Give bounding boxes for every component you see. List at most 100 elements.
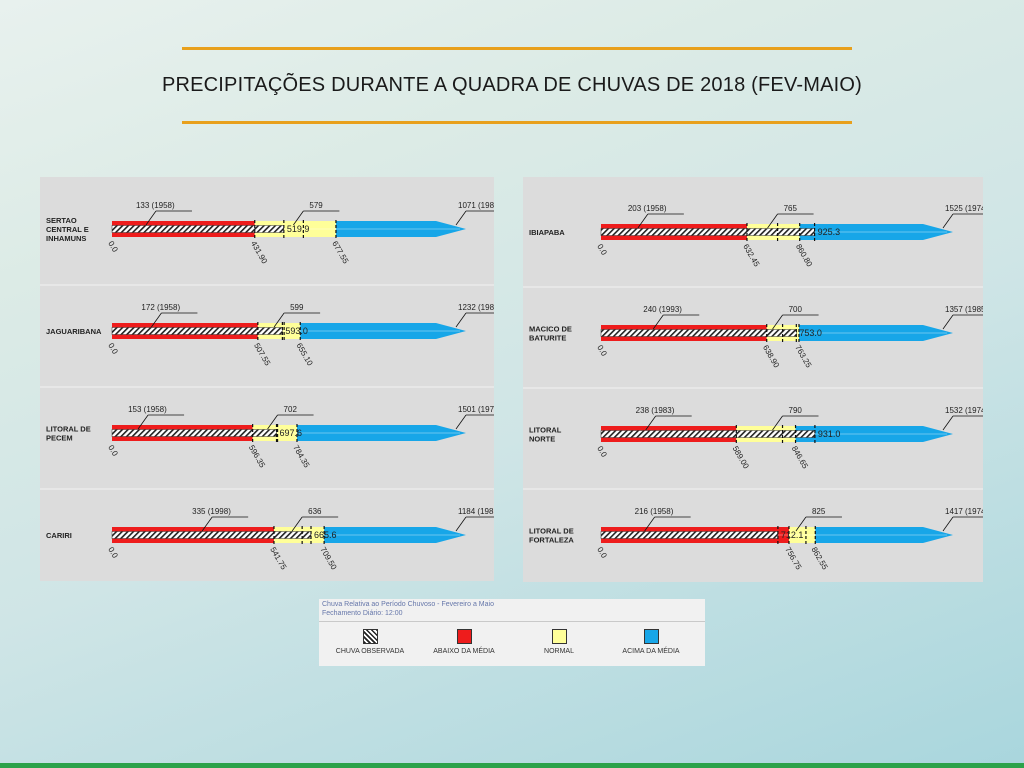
min-record-label: 216 (1958)	[635, 507, 674, 516]
leader-line	[455, 210, 467, 226]
min-record-label: 133 (1958)	[136, 201, 175, 210]
max-record-label: 1525 (1974)	[945, 204, 983, 213]
observed-value-label: 712.1	[781, 530, 804, 540]
legend-item-below: ABAIXO DA MÉDIA	[419, 629, 509, 655]
max-record-label: 1357 (1985)	[945, 305, 983, 314]
max-record-label: 1501 (1974)	[458, 405, 494, 414]
leader-line	[455, 312, 467, 328]
zero-label: 0.0	[106, 546, 120, 561]
legend-label-above: ACIMA DA MÉDIA	[622, 648, 680, 655]
lower-limit-label: 638.90	[761, 344, 781, 370]
legend-label-below: ABAIXO DA MÉDIA	[433, 648, 495, 655]
leader-line	[652, 314, 664, 330]
mean-value-label: 636	[308, 507, 322, 516]
observed-value-label: 931.0	[818, 429, 841, 439]
leader-line	[151, 312, 162, 328]
leader-line	[767, 213, 778, 229]
lower-limit-label: 507.55	[252, 342, 272, 368]
legend-item-normal: NORMAL	[514, 629, 604, 655]
legend-label-observed: CHUVA OBSERVADA	[335, 648, 405, 655]
legend-label-normal: NORMAL	[544, 648, 574, 655]
region-label: MACICO DE BATURITE	[529, 325, 572, 343]
leader-line	[795, 516, 807, 532]
max-record-label: 1071 (1985)	[458, 201, 494, 210]
region-label: CARIRI	[46, 531, 72, 540]
mean-value-label: 790	[789, 406, 803, 415]
observed-rainfall-bar	[111, 225, 285, 233]
legend-item-above: ACIMA DA MÉDIA	[606, 629, 696, 655]
red-swatch-icon	[456, 629, 472, 644]
leader-line	[455, 414, 467, 430]
legend-item-observed: CHUVA OBSERVADA	[325, 629, 415, 655]
rainfall-chart-right: IBIAPABA 925.3 203 (1958) 765 1525 (1974) 0.0…	[523, 204, 983, 572]
footer-bar	[0, 763, 1024, 768]
max-record-label: 1417 (1974)	[945, 507, 983, 516]
observed-rainfall-bar	[600, 329, 797, 337]
observed-rainfall-bar	[600, 430, 816, 438]
upper-limit-label: 860.80	[794, 243, 814, 269]
min-record-label: 238 (1983)	[636, 406, 675, 415]
upper-limit-label: 709.50	[318, 546, 338, 572]
mean-value-label: 765	[784, 204, 798, 213]
leader-line	[942, 213, 954, 229]
observed-rainfall-bar	[111, 429, 277, 437]
lower-limit-label: 632.45	[741, 243, 761, 269]
upper-limit-label: 655.10	[295, 342, 315, 368]
chart-legend: Chuva Relativa ao Período Chuvoso - Feve…	[319, 599, 705, 666]
min-record-label: 203 (1958)	[628, 204, 667, 213]
title-rule-top	[182, 47, 852, 50]
min-record-label: 153 (1958)	[128, 405, 167, 414]
mean-value-label: 579	[309, 201, 323, 210]
leader-line	[137, 414, 149, 430]
zero-label: 0.0	[595, 546, 609, 561]
observed-rainfall-bar	[600, 228, 815, 236]
observed-value-label: 519.9	[287, 224, 310, 234]
rainfall-chart-left: SERTAO CENTRAL E INHAMUNS 519.9 133 (1958) 57…	[40, 201, 494, 572]
observed-value-label: 925.3	[818, 227, 841, 237]
upper-limit-label: 677.55	[330, 240, 350, 266]
zero-label: 0.0	[595, 243, 609, 258]
max-record-label: 1184 (1985)	[458, 507, 494, 516]
chart-panel-right: IBIAPABA 925.3 203 (1958) 765 1525 (1974) 0.0…	[523, 177, 983, 582]
region-label: LITORAL DE FORTALEZA	[529, 527, 574, 545]
leader-line	[772, 415, 783, 431]
upper-limit-label: 763.25	[793, 344, 813, 370]
legend-header-line1: Chuva Relativa ao Período Chuvoso - Feve…	[322, 601, 494, 608]
zero-label: 0.0	[595, 344, 609, 359]
region-label: LITORAL DE PECEM	[46, 425, 91, 443]
chart-panel-left: SERTAO CENTRAL E INHAMUNS 519.9 133 (1958) 57…	[40, 177, 494, 581]
leader-line	[267, 414, 278, 430]
slide-title: PRECIPITAÇÕES DURANTE A QUADRA DE CHUVAS…	[161, 74, 863, 96]
title-rule-bottom	[182, 121, 852, 124]
lower-limit-label: 541.75	[268, 546, 288, 572]
region-label: LITORAL NORTE	[529, 426, 562, 444]
mean-value-label: 825	[812, 507, 826, 516]
zero-label: 0.0	[106, 240, 120, 255]
max-record-label: 1232 (1985)	[458, 303, 494, 312]
blue-swatch-icon	[643, 629, 659, 644]
leader-line	[291, 516, 303, 532]
leader-line	[942, 415, 954, 431]
lower-limit-label: 431.90	[249, 240, 269, 266]
lower-limit-label: 596.35	[247, 444, 267, 470]
max-record-label: 1532 (1974)	[945, 406, 983, 415]
lower-limit-label: 589.00	[731, 445, 751, 471]
observed-value-label: 665.6	[314, 530, 337, 540]
leader-line	[273, 312, 285, 328]
leader-line	[293, 210, 304, 226]
leader-line	[772, 314, 783, 330]
observed-rainfall-bar	[111, 531, 312, 539]
lower-limit-label: 756.75	[783, 546, 803, 572]
region-label: IBIAPABA	[529, 228, 565, 237]
leader-line	[942, 516, 954, 532]
observed-rainfall-bar	[600, 531, 779, 539]
upper-limit-label: 862.55	[810, 546, 830, 572]
leader-line	[455, 516, 467, 532]
leader-line	[145, 210, 157, 226]
legend-header-line2: Fechamento Diário: 12:00	[322, 610, 403, 617]
min-record-label: 335 (1998)	[192, 507, 231, 516]
region-label: SERTAO CENTRAL E INHAMUNS	[46, 216, 89, 243]
hatch-swatch-icon	[362, 629, 378, 644]
upper-limit-label: 846.65	[790, 445, 810, 471]
legend-divider	[319, 621, 705, 622]
